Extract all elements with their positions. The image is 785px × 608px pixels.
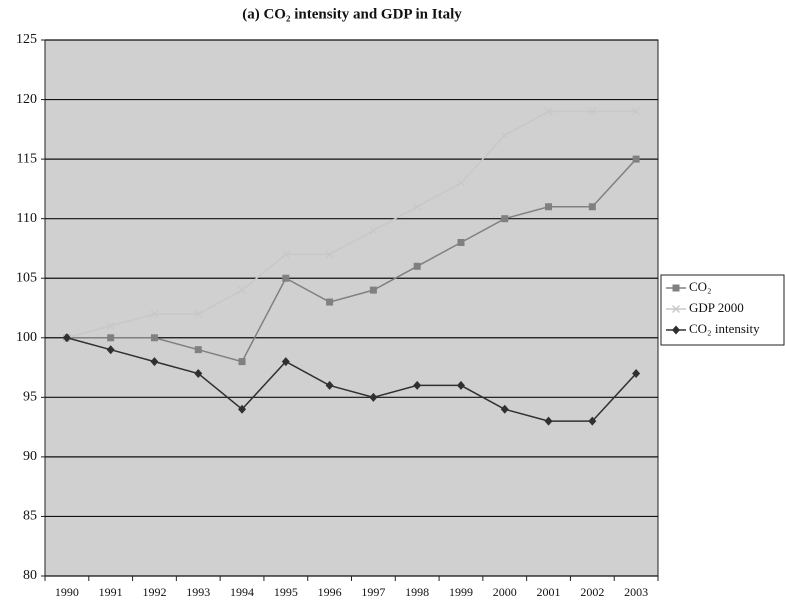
marker [326,298,334,306]
y-tick-label: 125 [16,32,37,47]
marker [500,131,509,140]
marker [238,404,247,414]
marker [194,346,202,354]
x-tick-label: 1994 [230,585,254,599]
y-tick-label: 80 [23,568,37,583]
y-tick-label: 120 [16,92,37,107]
marker [544,416,553,426]
marker [194,369,203,379]
y-tick-label: 85 [23,509,37,524]
marker [106,345,115,355]
legend-label: CO₂ [689,279,712,294]
x-tick-label: 1996 [318,585,342,599]
y-tick-label: 115 [17,151,37,166]
x-tick-label: 1991 [99,585,123,599]
marker [282,274,290,282]
marker [588,107,597,116]
legend-label: CO₂ intensity [689,321,760,336]
x-tick-label: 2001 [537,585,561,599]
marker [281,357,290,367]
marker [456,380,465,390]
marker [413,262,421,270]
legend-box [660,274,785,346]
marker [457,178,465,187]
marker [632,155,640,163]
marker [501,215,509,223]
marker [544,107,553,116]
marker [369,286,377,294]
marker [413,202,422,211]
marker [150,334,158,342]
marker [672,325,680,335]
x-tick-label: 2002 [580,585,604,599]
marker [672,305,680,313]
marker [545,203,553,211]
x-tick-label: 1995 [274,585,298,599]
legend-label: GDP 2000 [689,300,744,315]
series-line [66,110,637,339]
marker [150,357,159,367]
marker [238,358,246,366]
marker [672,284,680,292]
marker [238,286,246,295]
x-tick-label: 1993 [186,585,210,599]
marker [457,238,465,246]
marker [325,250,334,259]
marker [369,392,378,402]
marker [325,380,334,390]
x-tick-label: 2000 [493,585,517,599]
y-tick-label: 105 [16,270,37,285]
y-tick-label: 110 [17,211,37,226]
marker [588,416,597,426]
x-tick-label: 1998 [405,585,429,599]
x-tick-label: 2003 [624,585,648,599]
marker [413,380,422,390]
marker [281,250,290,259]
y-tick-label: 100 [16,330,37,345]
marker [632,107,641,116]
y-tick-label: 95 [23,390,37,405]
plot-area [44,39,659,577]
marker [194,309,203,318]
marker [500,404,509,414]
marker [107,334,115,342]
marker [62,333,71,343]
marker [369,226,378,235]
series-line [66,337,637,422]
series-line [66,158,637,363]
marker [106,321,115,330]
x-tick-label: 1990 [55,585,79,599]
marker [632,369,641,379]
x-tick-label: 1992 [142,585,166,599]
y-tick-label: 90 [23,449,37,464]
marker [588,203,596,211]
x-tick-label: 1997 [361,585,385,599]
chart-title: (a) CO₂ intensity and GDP in Italy [242,6,462,22]
x-tick-label: 1999 [449,585,473,599]
marker [150,309,159,318]
